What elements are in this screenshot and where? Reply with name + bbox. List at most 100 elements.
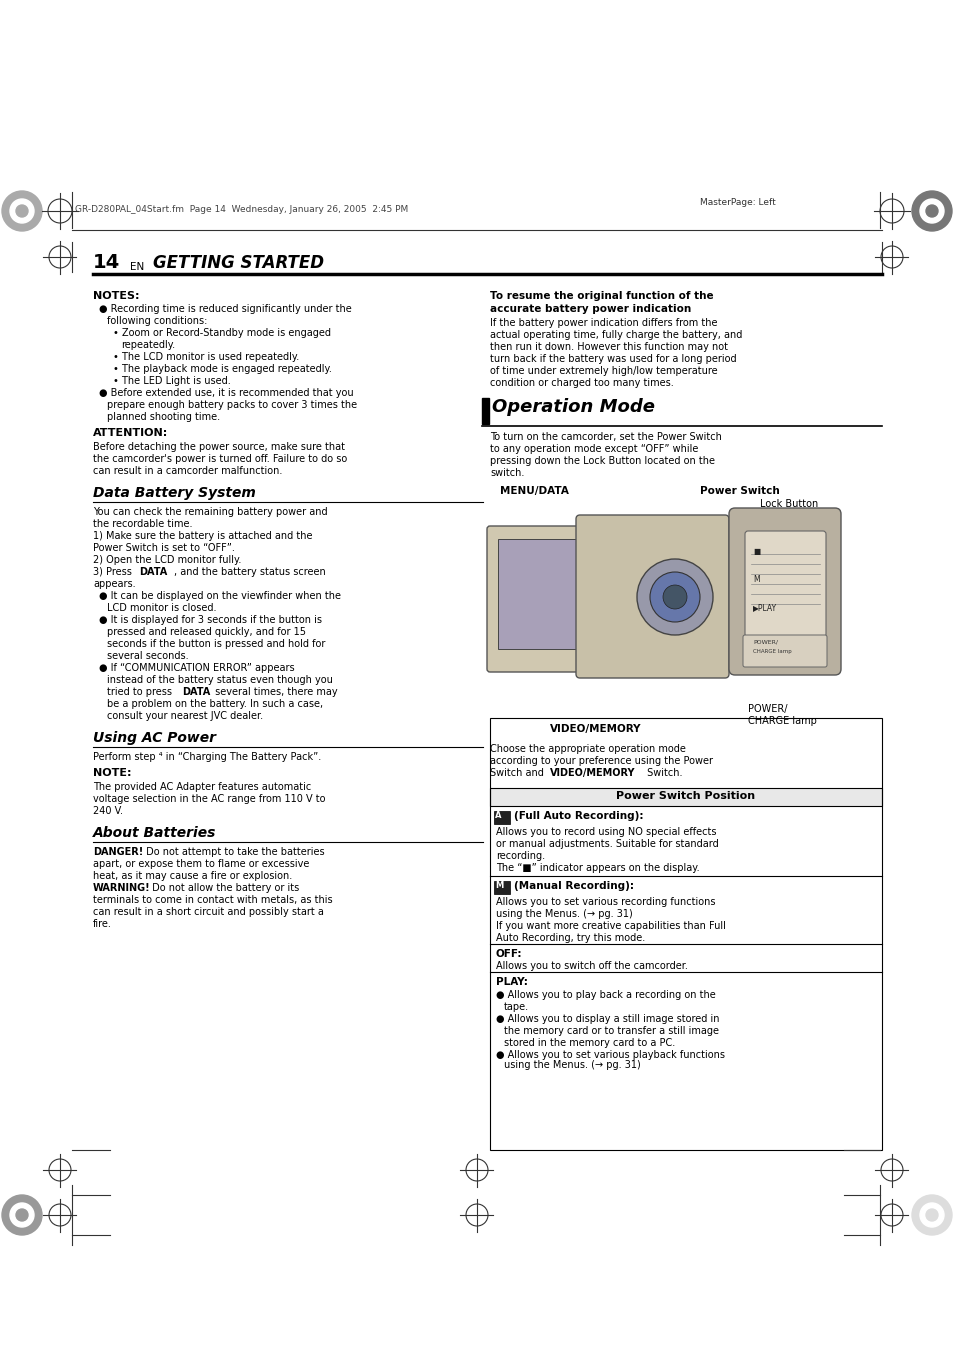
Text: • The LED Light is used.: • The LED Light is used. [112,376,231,386]
Text: recording.: recording. [496,851,544,861]
Text: terminals to come in contact with metals, as this: terminals to come in contact with metals… [92,894,333,905]
Text: DATA: DATA [139,567,167,577]
Text: GETTING STARTED: GETTING STARTED [152,254,324,272]
Text: appears.: appears. [92,580,135,589]
Text: WARNING!: WARNING! [92,884,151,893]
Text: DATA: DATA [182,688,210,697]
Text: VIDEO/MEMORY: VIDEO/MEMORY [550,767,635,778]
Text: heat, as it may cause a fire or explosion.: heat, as it may cause a fire or explosio… [92,871,292,881]
Text: voltage selection in the AC range from 110 V to: voltage selection in the AC range from 1… [92,794,325,804]
Text: Do not allow the battery or its: Do not allow the battery or its [149,884,299,893]
Text: ● It can be displayed on the viewfinder when the: ● It can be displayed on the viewfinder … [99,590,340,601]
Text: About Batteries: About Batteries [92,825,216,840]
Text: stored in the memory card to a PC.: stored in the memory card to a PC. [503,1038,675,1048]
Text: switch.: switch. [490,467,524,478]
Text: NOTES:: NOTES: [92,290,139,301]
Circle shape [662,585,686,609]
Bar [497,539,577,648]
Text: OFF:: OFF: [496,948,522,959]
Text: then run it down. However this function may not: then run it down. However this function … [490,342,727,353]
Text: several seconds.: several seconds. [107,651,189,661]
FancyBboxPatch shape [576,515,728,678]
Text: several times, there may: several times, there may [212,688,337,697]
Text: ATTENTION:: ATTENTION: [92,428,168,438]
Bar [490,807,882,875]
FancyBboxPatch shape [744,531,825,638]
Text: 3) Press: 3) Press [92,567,135,577]
Text: pressed and released quickly, and for 15: pressed and released quickly, and for 15 [107,627,306,638]
Text: Before detaching the power source, make sure that: Before detaching the power source, make … [92,442,345,453]
Circle shape [919,1202,943,1227]
FancyBboxPatch shape [486,526,587,671]
Text: • The playback mode is engaged repeatedly.: • The playback mode is engaged repeatedl… [112,363,332,374]
Text: Data Battery System: Data Battery System [92,486,255,500]
Text: EN: EN [130,262,144,272]
Text: the recordable time.: the recordable time. [92,519,193,530]
Text: (Full Auto Recording):: (Full Auto Recording): [514,811,643,821]
Text: DANGER!: DANGER! [92,847,143,857]
Text: The provided AC Adapter features automatic: The provided AC Adapter features automat… [92,782,311,792]
Text: Switch.: Switch. [643,767,681,778]
Bar [490,717,882,1150]
Text: • The LCD monitor is used repeatedly.: • The LCD monitor is used repeatedly. [112,353,299,362]
Text: To turn on the camcorder, set the Power Switch: To turn on the camcorder, set the Power … [490,432,721,442]
Text: ● If “COMMUNICATION ERROR” appears: ● If “COMMUNICATION ERROR” appears [99,663,294,673]
Text: 1) Make sure the battery is attached and the: 1) Make sure the battery is attached and… [92,531,313,540]
Text: ● Allows you to play back a recording on the: ● Allows you to play back a recording on… [496,990,715,1000]
Text: A: A [495,811,501,820]
Text: ▶PLAY: ▶PLAY [752,603,777,612]
Text: Allows you to switch off the camcorder.: Allows you to switch off the camcorder. [496,961,687,971]
Text: planned shooting time.: planned shooting time. [107,412,220,422]
Text: be a problem on the battery. In such a case,: be a problem on the battery. In such a c… [107,698,323,709]
FancyBboxPatch shape [742,635,826,667]
Circle shape [10,199,34,223]
Text: apart, or expose them to flame or excessive: apart, or expose them to flame or excess… [92,859,309,869]
Text: condition or charged too many times.: condition or charged too many times. [490,378,673,388]
Text: or manual adjustments. Suitable for standard: or manual adjustments. Suitable for stan… [496,839,718,848]
Text: Allows you to record using NO special effects: Allows you to record using NO special ef… [496,827,716,838]
Bar [494,811,510,824]
Text: actual operating time, fully charge the battery, and: actual operating time, fully charge the … [490,330,741,340]
Text: tried to press: tried to press [107,688,175,697]
Text: Perform step ⁴ in “Charging The Battery Pack”.: Perform step ⁴ in “Charging The Battery … [92,753,321,762]
Text: MasterPage: Left: MasterPage: Left [700,199,775,207]
Text: PLAY:: PLAY: [496,977,527,988]
Bar [481,399,489,424]
Text: can result in a camcorder malfunction.: can result in a camcorder malfunction. [92,466,282,476]
Text: , and the battery status screen: , and the battery status screen [173,567,325,577]
Bar [490,788,882,807]
Text: POWER/: POWER/ [752,639,778,644]
Circle shape [925,1209,937,1221]
Text: If the battery power indication differs from the: If the battery power indication differs … [490,317,717,328]
Text: POWER/: POWER/ [747,704,786,713]
Circle shape [925,205,937,218]
Circle shape [16,205,28,218]
Text: MENU/DATA: MENU/DATA [499,486,568,496]
Circle shape [649,571,700,621]
Text: To resume the original function of the: To resume the original function of the [490,290,713,301]
Text: consult your nearest JVC dealer.: consult your nearest JVC dealer. [107,711,263,721]
Text: the camcorder's power is turned off. Failure to do so: the camcorder's power is turned off. Fai… [92,454,347,463]
Text: instead of the battery status even though you: instead of the battery status even thoug… [107,676,333,685]
Text: Allows you to set various recording functions: Allows you to set various recording func… [496,897,715,907]
Text: CHARGE lamp: CHARGE lamp [747,716,816,725]
Text: If you want more creative capabilities than Full: If you want more creative capabilities t… [496,921,725,931]
Text: ● Recording time is reduced significantly under the: ● Recording time is reduced significantl… [99,304,352,313]
Text: tape.: tape. [503,1002,529,1012]
Text: can result in a short circuit and possibly start a: can result in a short circuit and possib… [92,907,323,917]
Circle shape [10,1202,34,1227]
Text: The “■” indicator appears on the display.: The “■” indicator appears on the display… [496,863,699,873]
Text: to any operation mode except “OFF” while: to any operation mode except “OFF” while [490,444,698,454]
Text: ● Allows you to display a still image stored in: ● Allows you to display a still image st… [496,1015,719,1024]
Text: Power Switch Position: Power Switch Position [616,790,755,801]
Text: Lock Button: Lock Button [760,499,818,509]
Text: Auto Recording, try this mode.: Auto Recording, try this mode. [496,934,644,943]
Text: VIDEO/MEMORY: VIDEO/MEMORY [550,724,640,734]
Text: 240 V.: 240 V. [92,807,123,816]
Text: following conditions:: following conditions: [107,316,207,326]
Text: • Zoom or Record-Standby mode is engaged: • Zoom or Record-Standby mode is engaged [112,328,331,338]
Text: accurate battery power indication: accurate battery power indication [490,304,691,313]
Text: M: M [752,576,759,584]
Text: M: M [495,881,503,890]
Text: turn back if the battery was used for a long period: turn back if the battery was used for a … [490,354,736,363]
